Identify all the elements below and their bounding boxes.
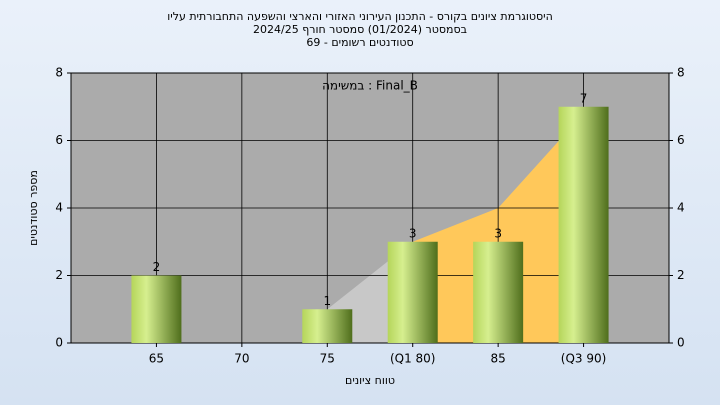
y-axis-label: מספר סטודנטים xyxy=(27,170,40,246)
y-tick-label: 6 xyxy=(55,133,63,147)
x-tick-label: 65 xyxy=(149,352,164,366)
data-label: 2 xyxy=(153,260,161,274)
x-tick-label: 75 xyxy=(320,352,335,366)
y2-tick-label: 8 xyxy=(677,66,685,80)
y-tick-label: 8 xyxy=(55,66,63,80)
data-label: 3 xyxy=(494,226,502,240)
data-label: 7 xyxy=(580,91,588,105)
chart-subtitle: בסמסטר (01/2024) סמסטר חורף 2024/25 xyxy=(253,23,467,36)
y2-tick-label: 4 xyxy=(677,201,685,215)
x-tick-label: 85 xyxy=(491,352,506,366)
y-tick-label: 2 xyxy=(55,268,63,282)
bar xyxy=(558,106,609,343)
plot-border xyxy=(70,72,670,344)
annotation: במשימה : Final_B xyxy=(322,79,418,93)
data-label: 1 xyxy=(323,294,331,308)
chart-subtitle: סטודנטים רשומים - 69 xyxy=(306,36,413,49)
y-tick-label: 0 xyxy=(55,336,63,350)
x-tick-label: 70 xyxy=(234,352,249,366)
y2-tick-label: 0 xyxy=(677,336,685,350)
x-tick-label: (Q3 90) xyxy=(561,352,607,366)
data-label: 3 xyxy=(409,226,417,240)
x-tick-label: (Q1 80) xyxy=(390,352,436,366)
y2-tick-label: 2 xyxy=(677,268,685,282)
bar xyxy=(387,241,438,343)
bar xyxy=(473,241,524,343)
y2-tick-label: 6 xyxy=(677,133,685,147)
y-tick-label: 4 xyxy=(55,201,63,215)
bar xyxy=(131,275,182,343)
chart-title: היסטוגרמת ציונים בקורס - התכנון העירוני … xyxy=(167,10,553,23)
bar xyxy=(302,309,353,343)
x-axis-label: טווח ציונים xyxy=(345,374,395,387)
